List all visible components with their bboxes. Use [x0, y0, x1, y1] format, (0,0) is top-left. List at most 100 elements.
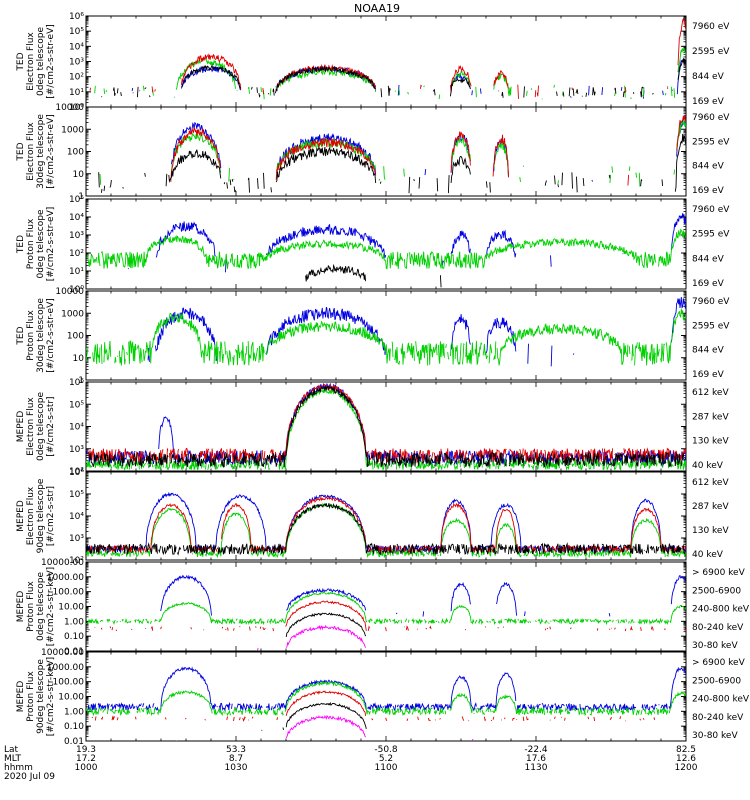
y-axis-label-line: 30deg telescope — [36, 298, 46, 373]
y-axis-label-line: [#/cm2-s-str-keV] — [46, 567, 56, 646]
y-tick-label: 1 — [78, 192, 84, 202]
y-tick-label: 10⁶ — [69, 378, 84, 388]
y-axis-label-line: TED — [16, 235, 26, 254]
series-line — [86, 495, 686, 555]
y-axis-label-line: [#/cm2-s-str-keV] — [46, 657, 56, 736]
legend-entry: 130 keV — [692, 526, 729, 536]
y-tick-label: 10⁵ — [69, 490, 84, 500]
series-line — [286, 613, 677, 641]
y-tick-label: 0.10 — [64, 722, 84, 732]
y-tick-label: 10000.00 — [41, 648, 84, 658]
legend-entry: 2500-6900 — [692, 586, 741, 596]
y-tick-label: 10² — [69, 249, 84, 259]
series-line — [160, 574, 686, 617]
y-tick-label: 100.00 — [53, 678, 85, 688]
y-tick-label: 10.00 — [58, 693, 84, 703]
series-line — [88, 383, 686, 464]
y-tick-label: 10000 — [55, 103, 84, 113]
legend-entry: 80-240 keV — [692, 623, 744, 633]
y-tick-label: 0.01 — [64, 737, 84, 747]
y-axis-label-line: TED — [16, 142, 26, 161]
y-tick-label: 10⁴ — [69, 423, 84, 433]
y-tick-label: 10² — [69, 556, 84, 566]
y-axis-label-line: [#/cm2-s-str] — [46, 396, 56, 456]
y-axis-label-line: TED — [16, 52, 26, 71]
y-tick-label: 10⁰ — [69, 103, 84, 113]
legend-entry: 130 keV — [692, 437, 729, 447]
series-line — [86, 385, 686, 468]
y-axis-label-line: 0deg telescope — [36, 572, 46, 642]
legend-entry: 40 keV — [692, 550, 724, 560]
y-axis-label-line: 0deg telescope — [36, 392, 46, 462]
y-axis-label-line: 90deg telescope — [36, 659, 46, 734]
y-axis-label-line: 0deg telescope — [36, 27, 46, 97]
y-tick-label: 10¹ — [69, 267, 84, 277]
y-axis-label-line: 0deg telescope — [36, 209, 46, 279]
y-axis-label-line: Proton Flux — [26, 671, 36, 722]
y-axis-label-line: Electron Flux — [26, 486, 36, 545]
legend-entry: 2500-6900 — [692, 676, 741, 686]
y-tick-label: 10³ — [69, 534, 84, 544]
legend-entry: 80-240 keV — [692, 713, 744, 723]
footer-tick-value: 12.6 — [676, 754, 696, 764]
legend-entry: 30-80 keV — [692, 641, 738, 651]
panel-2: 1 10 100 1000 10000 TED Electron Flux 30deg tel… — [16, 103, 730, 202]
panel-1: 10⁰ 10¹ 10² 10³ 10⁴ 10⁵ 10⁶ TED Electron Flux 0de… — [16, 12, 730, 113]
y-axis-label-line: Electron Flux — [26, 122, 36, 181]
footer-tick-value: 1130 — [525, 763, 548, 773]
legend-entry: 240-800 keV — [692, 605, 750, 615]
panel-frame — [85, 651, 687, 742]
series-line — [170, 114, 686, 186]
legend-entry: > 6900 keV — [692, 568, 746, 578]
series-line — [176, 716, 669, 741]
panel-8: 0.01 0.10 1.00 10.00 100.00 1000.00 10000.00 ME… — [16, 648, 750, 747]
footer-tick-value: 8.7 — [229, 754, 243, 764]
footer-row-label: 2020 Jul 09 — [4, 772, 55, 782]
legend-entry: 2595 eV — [692, 321, 730, 331]
series-line — [147, 296, 686, 367]
series-line — [258, 626, 671, 651]
legend-entry: 612 keV — [692, 478, 729, 488]
y-axis-label-line: 90deg telescope — [36, 478, 46, 553]
footer-tick-value: 1030 — [225, 763, 248, 773]
y-axis-label-line: MEPED — [16, 411, 26, 443]
y-tick-label: 10³ — [69, 231, 84, 241]
footer-row-label: hhmm — [4, 763, 33, 773]
series-line — [86, 491, 686, 555]
series-line — [88, 600, 686, 632]
legend-entry: 7960 eV — [692, 297, 730, 307]
panel-6: 10² 10³ 10⁴ 10⁵ 10⁶ MEPED Electron Flux 90deg t… — [16, 468, 729, 566]
series-line — [86, 591, 686, 626]
y-tick-label: 1000 — [61, 125, 84, 135]
footer-tick-value: -22.4 — [524, 745, 548, 755]
legend-entry: 844 eV — [692, 346, 725, 356]
legend-entry: 2595 eV — [692, 137, 730, 147]
y-axis-label-line: MEPED — [16, 591, 26, 623]
series-line — [86, 502, 686, 556]
y-tick-label: 10⁴ — [69, 512, 84, 522]
y-tick-label: 10⁶ — [69, 12, 84, 22]
y-tick-label: 10² — [69, 467, 84, 477]
y-tick-label: 10³ — [69, 445, 84, 455]
y-axis-label-line: Electron Flux — [26, 397, 36, 456]
footer-tick-value: 17.6 — [526, 754, 546, 764]
y-tick-label: 0.01 — [64, 647, 84, 657]
legend-entry: 2595 eV — [692, 47, 730, 57]
y-tick-label: 1000.00 — [47, 573, 84, 583]
legend-entry: > 6900 keV — [692, 658, 746, 668]
y-tick-label: 10000.00 — [41, 558, 84, 568]
legend-entry: 7960 eV — [692, 113, 730, 123]
y-tick-label: 10⁶ — [69, 468, 84, 478]
y-axis-label-line: 30deg telescope — [36, 114, 46, 189]
y-tick-label: 10⁴ — [69, 213, 84, 223]
series-line — [86, 382, 686, 467]
y-tick-label: 10⁵ — [69, 27, 84, 37]
panel-frame — [85, 561, 687, 652]
legend-entry: 287 keV — [692, 502, 729, 512]
y-tick-label: 1.00 — [64, 707, 84, 717]
y-axis-label-line: TED — [16, 326, 26, 345]
legend-entry: 7960 eV — [692, 22, 730, 32]
